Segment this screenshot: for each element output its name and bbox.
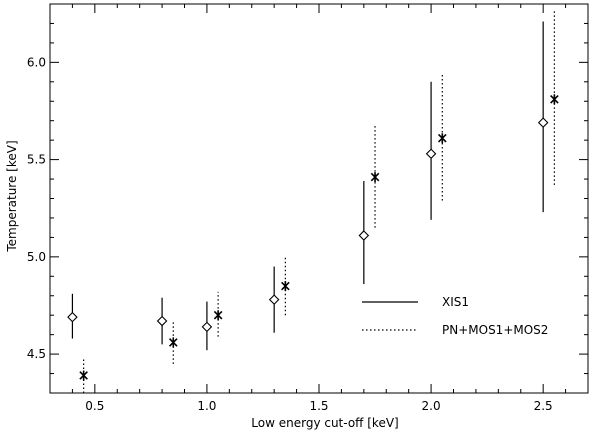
legend-label: XIS1 bbox=[442, 295, 469, 309]
y-axis-ticks: 4.5 5.0 5.5 6.0 bbox=[27, 22, 588, 375]
data-point-diamond bbox=[425, 148, 437, 160]
data-point-asterisk bbox=[550, 94, 559, 105]
series-0 bbox=[67, 21, 549, 351]
data-point-diamond bbox=[156, 315, 168, 327]
data-point-diamond bbox=[268, 294, 280, 305]
data-point-asterisk bbox=[213, 310, 223, 321]
y-tick-label: 5.5 bbox=[27, 153, 46, 167]
x-tick-label: 0.5 bbox=[85, 399, 104, 413]
y-tick-label: 6.0 bbox=[27, 55, 46, 69]
y-tick-label: 4.5 bbox=[27, 347, 46, 361]
data-point-asterisk bbox=[79, 370, 88, 381]
series-1 bbox=[79, 9, 559, 393]
legend-label: PN+MOS1+MOS2 bbox=[442, 323, 548, 337]
x-tick-label: 1.5 bbox=[309, 399, 328, 413]
x-axis-title: Low energy cut-off [keV] bbox=[251, 416, 398, 430]
x-axis-ticks: 0.5 1.0 1.5 2.0 2.5 bbox=[71, 4, 567, 413]
data-marks bbox=[67, 9, 559, 393]
data-point-diamond bbox=[358, 230, 370, 241]
data-point-asterisk bbox=[168, 337, 178, 348]
data-point-asterisk bbox=[437, 133, 447, 144]
y-axis-title: Temperature [keV] bbox=[5, 140, 19, 252]
data-point-diamond bbox=[67, 311, 78, 323]
legend: XIS1 PN+MOS1+MOS2 bbox=[362, 295, 548, 337]
data-point-diamond bbox=[201, 321, 213, 333]
x-tick-label: 2.5 bbox=[534, 399, 553, 413]
y-tick-label: 5.0 bbox=[27, 250, 46, 264]
x-tick-label: 2.0 bbox=[422, 399, 441, 413]
x-tick-label: 1.0 bbox=[197, 399, 216, 413]
data-point-asterisk bbox=[281, 281, 290, 292]
data-point-diamond bbox=[537, 117, 549, 128]
data-point-asterisk bbox=[370, 172, 380, 183]
